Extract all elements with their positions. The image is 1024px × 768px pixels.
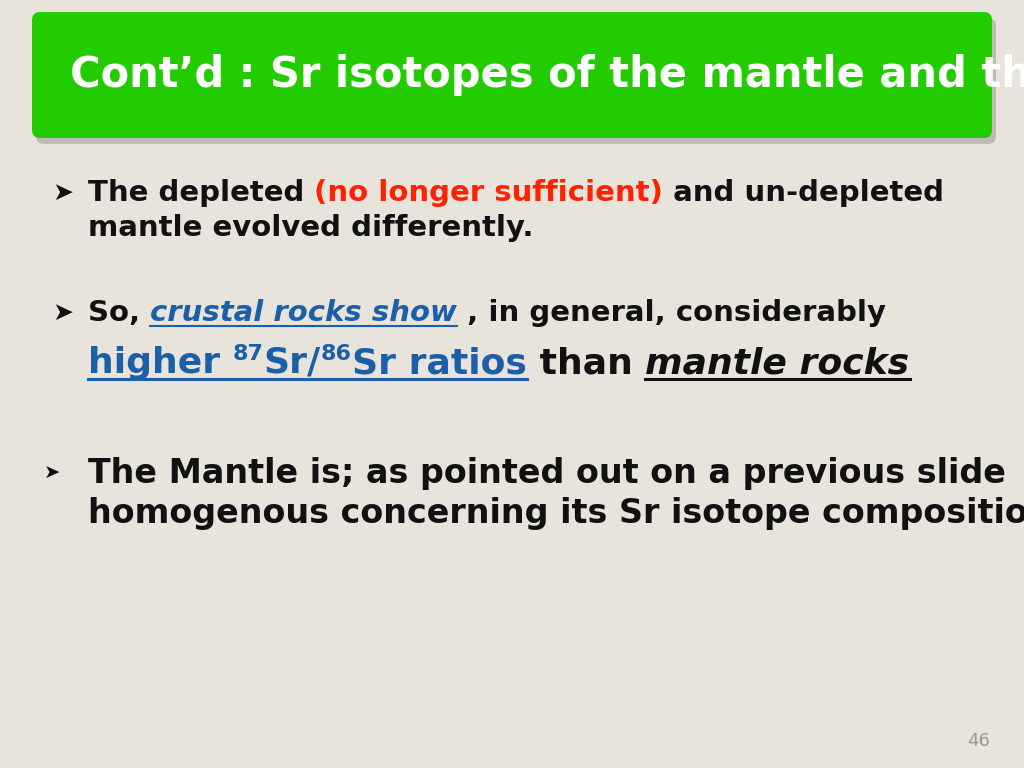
Text: 86: 86 — [321, 344, 352, 364]
Text: The Mantle is; as pointed out on a previous slide: The Mantle is; as pointed out on a previ… — [88, 456, 1006, 489]
Text: than: than — [527, 346, 645, 380]
Text: Sr ratios: Sr ratios — [352, 346, 527, 380]
Text: (no longer sufficient): (no longer sufficient) — [314, 179, 664, 207]
Text: 87: 87 — [232, 344, 264, 364]
Text: ➤: ➤ — [52, 301, 73, 325]
Text: mantle evolved differently.: mantle evolved differently. — [88, 214, 534, 242]
Text: higher: higher — [88, 346, 232, 380]
Text: homogenous concerning its Sr isotope composition.: homogenous concerning its Sr isotope com… — [88, 496, 1024, 529]
Text: and un-depleted: and un-depleted — [664, 179, 944, 207]
FancyBboxPatch shape — [32, 12, 992, 138]
Text: mantle rocks: mantle rocks — [645, 346, 909, 380]
Text: ➤: ➤ — [44, 464, 60, 482]
Text: Sr/: Sr/ — [264, 346, 321, 380]
Text: , in general, considerably: , in general, considerably — [457, 299, 886, 327]
Text: So,: So, — [88, 299, 151, 327]
Text: The depleted: The depleted — [88, 179, 314, 207]
Text: ➤: ➤ — [52, 181, 73, 205]
Text: Cont’d : Sr isotopes of the mantle and the crust: Cont’d : Sr isotopes of the mantle and t… — [70, 54, 1024, 96]
Text: 46: 46 — [967, 732, 990, 750]
FancyBboxPatch shape — [36, 18, 996, 144]
Text: crustal rocks show: crustal rocks show — [151, 299, 457, 327]
